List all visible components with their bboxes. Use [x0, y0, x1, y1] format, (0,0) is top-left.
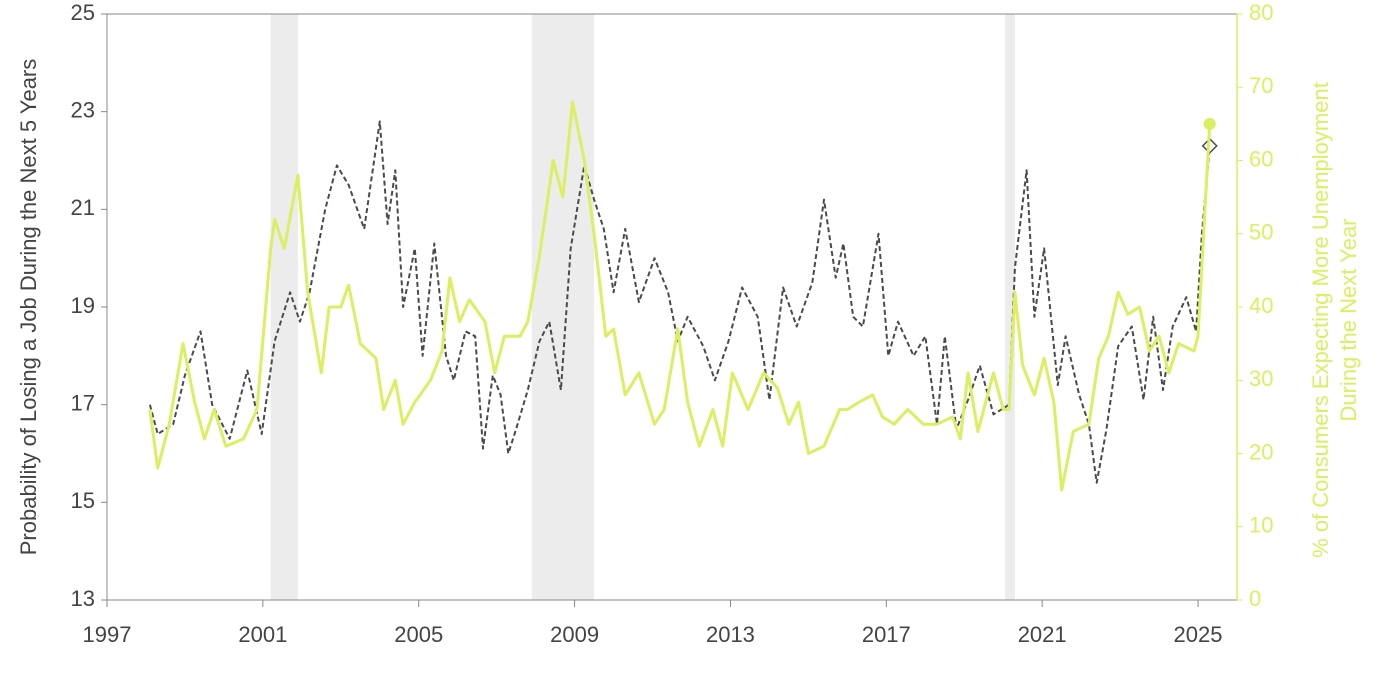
y2-tick-label: 20 — [1249, 439, 1273, 464]
y2-tick-label: 0 — [1249, 586, 1261, 611]
y2-tick-label: 70 — [1249, 73, 1273, 98]
y-axis-label: Probability of Losing a Job During the N… — [16, 59, 41, 556]
x-tick-label: 2017 — [862, 622, 911, 647]
x-tick-label: 1997 — [83, 622, 132, 647]
x-tick-label: 2021 — [1018, 622, 1067, 647]
y-tick-label: 13 — [71, 586, 95, 611]
y2-tick-label: 40 — [1249, 293, 1273, 318]
recession-shade — [270, 14, 298, 600]
y2-tick-label: 50 — [1249, 220, 1273, 245]
y2-axis-label: During the Next Year — [1336, 218, 1361, 421]
x-tick-label: 2025 — [1174, 622, 1223, 647]
y-tick-label: 17 — [71, 390, 95, 415]
x-tick-label: 2013 — [706, 622, 755, 647]
x-tick-label: 2005 — [394, 622, 443, 647]
x-tick-label: 2001 — [238, 622, 287, 647]
y-tick-label: 23 — [71, 97, 95, 122]
y-tick-label: 25 — [71, 0, 95, 25]
y2-tick-label: 10 — [1249, 513, 1273, 538]
y-tick-label: 15 — [71, 488, 95, 513]
y2-axis-label: % of Consumers Expecting More Unemployme… — [1308, 82, 1333, 558]
y2-tick-label: 80 — [1249, 0, 1273, 25]
y-tick-label: 21 — [71, 195, 95, 220]
recession-shade — [531, 14, 595, 600]
y2-tick-label: 60 — [1249, 146, 1273, 171]
series-line — [148, 120, 1211, 484]
recession-shade — [1005, 14, 1015, 600]
series-line — [148, 100, 1212, 492]
y-tick-label: 19 — [71, 293, 95, 318]
end-marker — [1203, 117, 1216, 130]
y2-tick-label: 30 — [1249, 366, 1273, 391]
x-tick-label: 2009 — [550, 622, 599, 647]
